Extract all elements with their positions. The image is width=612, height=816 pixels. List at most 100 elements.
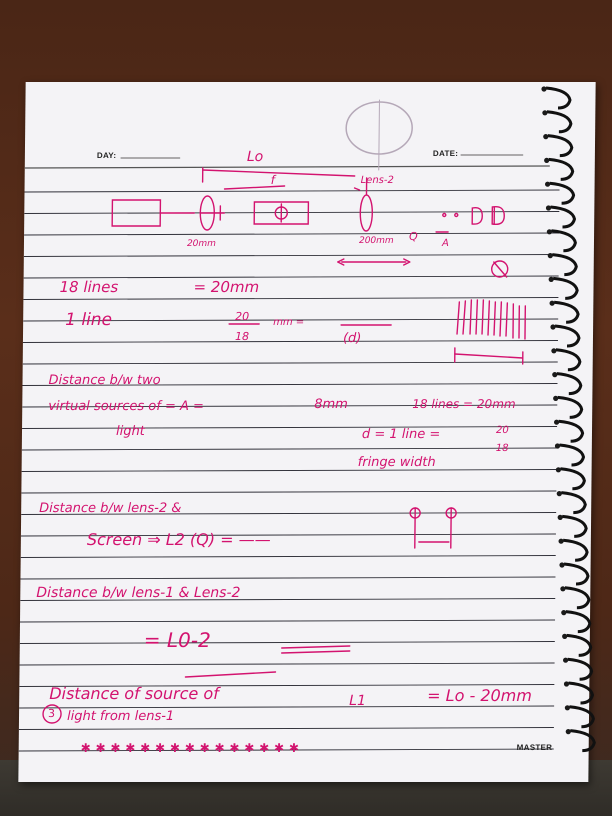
ruled-line (19, 705, 555, 709)
spiral-binding (541, 86, 596, 753)
ruled-line (21, 447, 557, 451)
ruled-line (23, 275, 559, 279)
fringe-pattern (456, 299, 527, 340)
binding-hole (543, 134, 549, 140)
binding-hole (564, 705, 570, 711)
note-1-line: 1 line (65, 310, 113, 330)
ruled-line (23, 297, 559, 300)
note-source-2: light from lens-1 (66, 709, 175, 724)
notebook-page: DAY: DATE: (18, 82, 596, 782)
spiral-coil (562, 514, 588, 538)
note-eq-L0: = L0-2 (143, 628, 211, 652)
frac-den: 18 (234, 330, 250, 343)
note-8mm: 8mm (314, 397, 348, 412)
note-lens2-screen-2: Screen ⇒ L2 (Q) = —— (86, 530, 271, 549)
spiral-coil (545, 86, 572, 110)
ink-drawings (42, 99, 527, 724)
note-virtual-1: Distance b/w two (48, 373, 161, 388)
note-d-den: 18 (495, 443, 509, 454)
spiral-coil (560, 467, 586, 491)
frac-unit: mm = (273, 317, 305, 328)
binding-hole (561, 610, 567, 616)
binding-hole (547, 253, 553, 259)
spiral-coil (566, 633, 593, 657)
binding-hole (563, 657, 569, 663)
spiral-coil (552, 253, 578, 277)
ruled-line (20, 619, 556, 623)
binding-hole (552, 372, 558, 378)
circled-number: 3 (47, 707, 56, 720)
spiral-coil (553, 276, 579, 300)
ruled-line (18, 748, 554, 752)
note-d-eq: d = 1 line = (361, 427, 441, 442)
note-L1-eq: = Lo - 20mm (427, 686, 533, 705)
binding-hole (544, 157, 550, 163)
binding-hole (557, 514, 563, 520)
binding-hole (550, 324, 556, 330)
spiral-coil (564, 586, 591, 610)
ruled-line (21, 512, 557, 515)
frac-num: 20 (235, 310, 250, 323)
label-200mm: 200mm (358, 236, 394, 246)
binding-hole (554, 443, 561, 449)
note-fringe: fringe width (357, 455, 436, 470)
ruled-line (24, 189, 560, 193)
binding-hole (541, 86, 547, 92)
ruled-line (21, 490, 557, 494)
binding-hole (558, 538, 564, 544)
ruled-line (22, 361, 558, 365)
binding-hole (546, 229, 552, 235)
binding-hole (560, 586, 566, 592)
star-row: ✱ ✱ ✱ ✱ ✱ ✱ ✱ ✱ ✱ ✱ ✱ ✱ ✱ ✱ ✱ (80, 741, 300, 755)
spiral-coil (550, 205, 577, 229)
spiral-coil (551, 229, 577, 253)
label-Q: Q (408, 230, 418, 243)
binding-hole (545, 205, 552, 211)
binding-hole (549, 300, 555, 306)
note-d: (d) (342, 331, 362, 346)
spiral-coil (547, 134, 574, 158)
spiral-coil (561, 491, 587, 515)
note-d-num: 20 (495, 425, 509, 436)
binding-hole (559, 562, 565, 568)
spiral-coil (565, 610, 592, 634)
spiral-coil (553, 300, 580, 324)
binding-hole (551, 348, 557, 354)
ruled-line (22, 340, 558, 343)
binding-hole (553, 395, 559, 401)
note-L1: L1 (349, 693, 366, 709)
spiral-coil (546, 110, 573, 134)
ruled-line (18, 727, 554, 730)
binding-hole (542, 110, 548, 116)
spiral-coil (548, 157, 575, 181)
ruled-lines (18, 165, 560, 752)
note-lens1-lens2: Distance b/w lens-1 & Lens-2 (36, 585, 241, 601)
spiral-coil (558, 419, 585, 443)
label-f: f (270, 173, 275, 187)
ruled-line (23, 318, 559, 322)
spiral-coil (570, 729, 596, 753)
spiral-coil (555, 348, 582, 372)
binding-hole (565, 729, 571, 735)
note-lens2-screen-1: Distance b/w lens-2 & (39, 501, 182, 516)
binding-hole (555, 467, 561, 473)
note-18lines-20mm: 18 lines = 20mm (412, 397, 516, 411)
ruled-line (23, 254, 559, 257)
ruled-line (24, 232, 560, 236)
ruled-line (19, 684, 555, 687)
note-source-1: Distance of source of (49, 684, 219, 703)
ruled-line (22, 426, 558, 429)
note-virtual-2: virtual sources of = A = (48, 399, 205, 414)
note-20mm: = 20mm (193, 278, 260, 296)
spiral-coil (556, 372, 583, 396)
spiral-coil (549, 181, 576, 205)
header-rule (24, 165, 550, 169)
ruled-line (21, 469, 557, 472)
ruled-line (20, 555, 556, 558)
ruled-line (19, 641, 555, 644)
binding-hole (556, 491, 562, 497)
spiral-coil (554, 324, 581, 348)
label-lens2: Lens-2 (360, 175, 394, 186)
label-20mm: 20mm (186, 239, 217, 249)
binding-hole (548, 276, 554, 282)
